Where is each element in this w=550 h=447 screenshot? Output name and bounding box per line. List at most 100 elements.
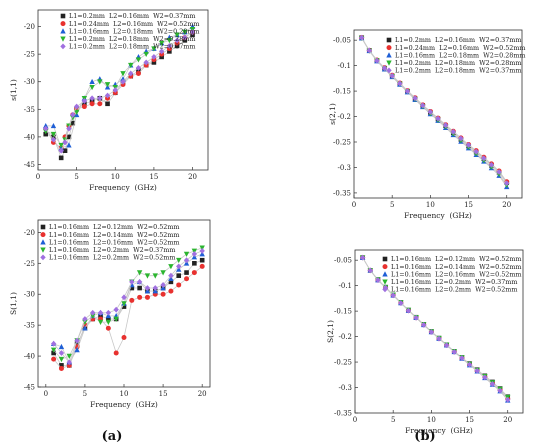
series-line (53, 266, 203, 369)
legend-marker (40, 239, 46, 245)
data-point (70, 115, 76, 121)
x-tick-label: 15 (149, 173, 158, 181)
y-tick-label: -30 (24, 78, 35, 86)
data-point (120, 78, 126, 85)
y-tick-label: -0.05 (333, 37, 351, 45)
data-point (66, 359, 72, 366)
legend-entry: L1=0.16mm L2=0.18mm W2=0.28mm (69, 27, 200, 35)
data-point (381, 65, 388, 72)
data-point (121, 301, 127, 307)
y-axis-title: s(1,1) (9, 79, 18, 101)
x-tick-label: 0 (36, 173, 40, 181)
data-point (404, 88, 411, 94)
data-point (182, 29, 188, 35)
legend-entry: L1=0.2mm L2=0.18mm W2=0.37mm (395, 67, 521, 75)
x-tick-label: 10 (111, 173, 120, 181)
x-tick-label: 5 (83, 390, 87, 398)
legend-marker (382, 286, 388, 293)
data-point (70, 111, 76, 118)
data-point (473, 148, 479, 155)
data-point (191, 270, 197, 276)
data-point (405, 307, 412, 314)
data-point (129, 285, 135, 291)
data-point (176, 257, 182, 264)
y-tick-label: -0.2 (338, 113, 352, 121)
data-point (113, 306, 119, 313)
data-point (74, 341, 80, 347)
data-point (43, 125, 49, 132)
data-point (398, 300, 404, 306)
data-point (358, 34, 365, 41)
data-point (113, 350, 119, 356)
legend-marker (60, 43, 66, 50)
data-point (375, 277, 381, 283)
x-tick-label: 20 (502, 201, 511, 209)
data-point (151, 60, 157, 65)
data-point (168, 264, 174, 270)
data-point (183, 257, 190, 264)
y-axis-title: S(2,1) (326, 320, 335, 343)
data-point (82, 319, 88, 325)
plot-frame (353, 29, 523, 199)
legend-marker (60, 13, 66, 19)
data-point (505, 396, 511, 403)
data-point (89, 95, 95, 102)
x-axis-title: Frequency (GHz) (404, 211, 472, 220)
data-point (81, 104, 87, 110)
panel-label-b: (b) (414, 429, 435, 444)
legend-entry: L1=0.16mm L2=0.14mm W2=0.52mm (391, 263, 522, 271)
data-point (143, 51, 149, 58)
y-tick-label: -0.3 (339, 384, 353, 392)
data-point (135, 65, 142, 71)
data-point (90, 309, 96, 316)
legend-marker (386, 60, 392, 66)
x-tick-label: 10 (120, 390, 129, 398)
legend-marker (382, 279, 388, 285)
data-point (50, 347, 57, 353)
data-point (89, 84, 95, 91)
legend-entry: L1=0.16mm L2=0.2mm W2=0.37mm (391, 278, 517, 286)
data-point (137, 285, 142, 291)
data-point (389, 72, 395, 79)
y-tick-label: -40 (24, 353, 35, 361)
data-point (104, 92, 111, 99)
data-point (58, 350, 65, 356)
data-point (66, 134, 72, 140)
legend-entry: L1=0.2mm L2=0.18mm W2=0.37mm (69, 43, 195, 51)
chart-s21-top-right: 0 5 10 15 20 -0.05 -0.1 -0.15 -0.2 -0.25 -0.3 -0.35… (328, 29, 526, 220)
y-tick-label: -35 (24, 322, 35, 330)
data-point (168, 272, 174, 279)
y-tick-label: -30 (24, 291, 35, 299)
data-point (51, 356, 57, 362)
x-tick-label: 5 (390, 201, 394, 209)
data-point (359, 254, 366, 261)
data-point (62, 139, 68, 146)
chart-s21-bottom-right: 0 5 10 15 20 -0.05 -0.1 -0.15 -0.2 -0.25 -0.3 -0.35… (326, 249, 524, 435)
x-axis-title: Frequency (GHz) (405, 426, 473, 435)
legend-entry: L1=0.2mm L2=0.16mm W2=0.37mm (395, 36, 521, 44)
data-point (50, 136, 57, 143)
data-point (90, 313, 96, 319)
data-point (174, 32, 180, 38)
data-point (474, 367, 480, 374)
x-tick-label: 15 (465, 416, 474, 424)
y-tick-label: -0.15 (334, 308, 352, 316)
data-point (442, 122, 449, 129)
x-tick-label: 0 (352, 201, 356, 209)
x-tick-label: 5 (74, 173, 78, 181)
legend-marker (40, 254, 46, 261)
legend-marker (40, 224, 46, 230)
data-point (184, 276, 190, 282)
y-tick-label: -25 (24, 260, 35, 268)
x-tick-label: 20 (188, 173, 197, 181)
data-point (497, 387, 503, 394)
legend-entry: L1=0.24mm L2=0.16mm W2=0.52mm (69, 20, 200, 28)
data-point (176, 273, 182, 278)
data-point (174, 37, 180, 44)
data-point (105, 319, 112, 325)
data-point (191, 251, 198, 257)
y-tick-label: -40 (24, 133, 35, 141)
data-point (160, 270, 166, 276)
